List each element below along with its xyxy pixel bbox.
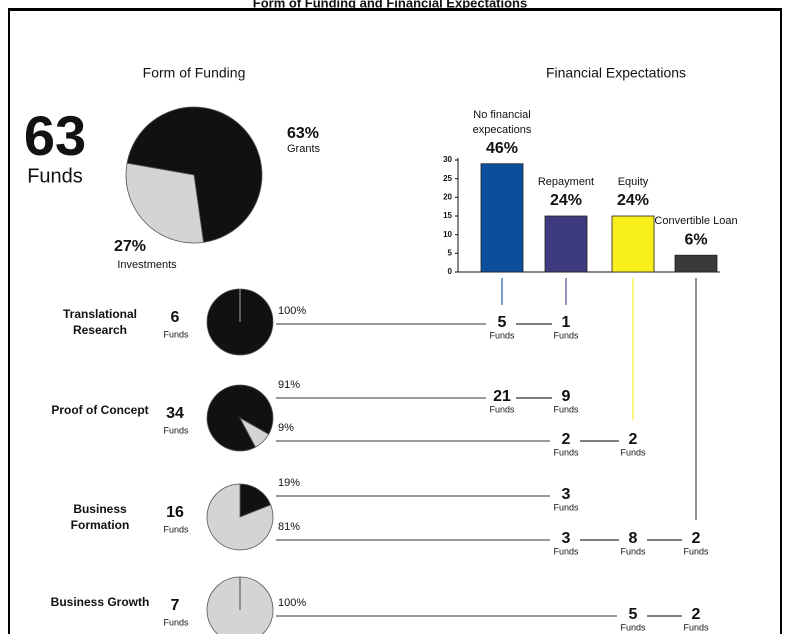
row-unit: Funds (163, 425, 189, 435)
row-pie-slice (239, 483, 272, 518)
y-tick-label: 15 (443, 211, 452, 220)
flow-unit: Funds (553, 447, 579, 457)
pie-category-label: Grants (287, 143, 321, 155)
right-border (780, 8, 782, 634)
pie-slice (125, 162, 204, 244)
row-pie-slice (206, 483, 274, 551)
flow-unit: Funds (683, 622, 709, 632)
bar-title: Financial Expectations (546, 65, 686, 81)
flow-count: 3 (562, 530, 571, 547)
flow-count: 5 (498, 314, 507, 331)
row-unit: Funds (163, 524, 189, 534)
slice-label: 100% (278, 305, 306, 317)
flow-unit: Funds (553, 330, 579, 340)
row-count: 6 (171, 309, 180, 326)
flow-count: 5 (629, 606, 638, 623)
flow-count: 1 (562, 314, 571, 331)
bar-share-label: 46% (486, 140, 518, 157)
y-tick-label: 30 (443, 155, 452, 164)
pie-title: Form of Funding (143, 65, 246, 81)
flow-unit: Funds (683, 546, 709, 556)
slice-label: 81% (278, 521, 300, 533)
bar (611, 215, 655, 273)
flow-unit: Funds (489, 330, 515, 340)
flow-unit: Funds (553, 502, 579, 512)
row-pie-slice (239, 416, 270, 448)
flow-unit: Funds (489, 404, 515, 414)
slice-label: 100% (278, 597, 306, 609)
row-count: 7 (171, 597, 180, 614)
flow-count: 2 (692, 530, 701, 547)
bar (674, 254, 718, 273)
flow-unit: Funds (620, 447, 646, 457)
flow-count: 8 (629, 530, 638, 547)
row-unit: Funds (163, 617, 189, 627)
y-tick-label: 25 (443, 174, 452, 183)
flow-unit: Funds (553, 404, 579, 414)
row-count: 16 (166, 504, 184, 521)
slice-label: 91% (278, 379, 300, 391)
top-border (8, 8, 782, 11)
pie-category-label: Investments (117, 259, 177, 271)
slice-label: 9% (278, 422, 294, 434)
y-tick-label: 10 (443, 230, 452, 239)
flow-count: 21 (493, 388, 511, 405)
flow-count: 2 (562, 431, 571, 448)
flow-unit: Funds (620, 546, 646, 556)
flow-unit: Funds (553, 546, 579, 556)
total-count: 63 (24, 104, 86, 167)
y-tick-label: 5 (448, 248, 453, 257)
pie-value-label: 27% (114, 238, 146, 255)
left-border (8, 8, 10, 634)
flow-unit: Funds (620, 622, 646, 632)
y-tick-label: 20 (443, 192, 452, 201)
bar-share-label: 24% (550, 192, 582, 209)
flow-count: 3 (562, 486, 571, 503)
row-count: 34 (166, 405, 184, 422)
bar (480, 163, 524, 273)
bar (544, 215, 588, 273)
bar-share-label: 24% (617, 192, 649, 209)
page-title: Form of Funding and Financial Expectatio… (253, 0, 527, 10)
slice-label: 19% (278, 477, 300, 489)
y-tick-label: 0 (448, 267, 453, 276)
pie-value-label: 63% (287, 125, 319, 142)
pie-slice (126, 106, 263, 243)
flow-count: 2 (629, 431, 638, 448)
bar-share-label: 6% (684, 231, 707, 248)
total-label: Funds (27, 165, 83, 187)
row-unit: Funds (163, 329, 189, 339)
flow-count: 2 (692, 606, 701, 623)
flow-count: 9 (562, 388, 571, 405)
